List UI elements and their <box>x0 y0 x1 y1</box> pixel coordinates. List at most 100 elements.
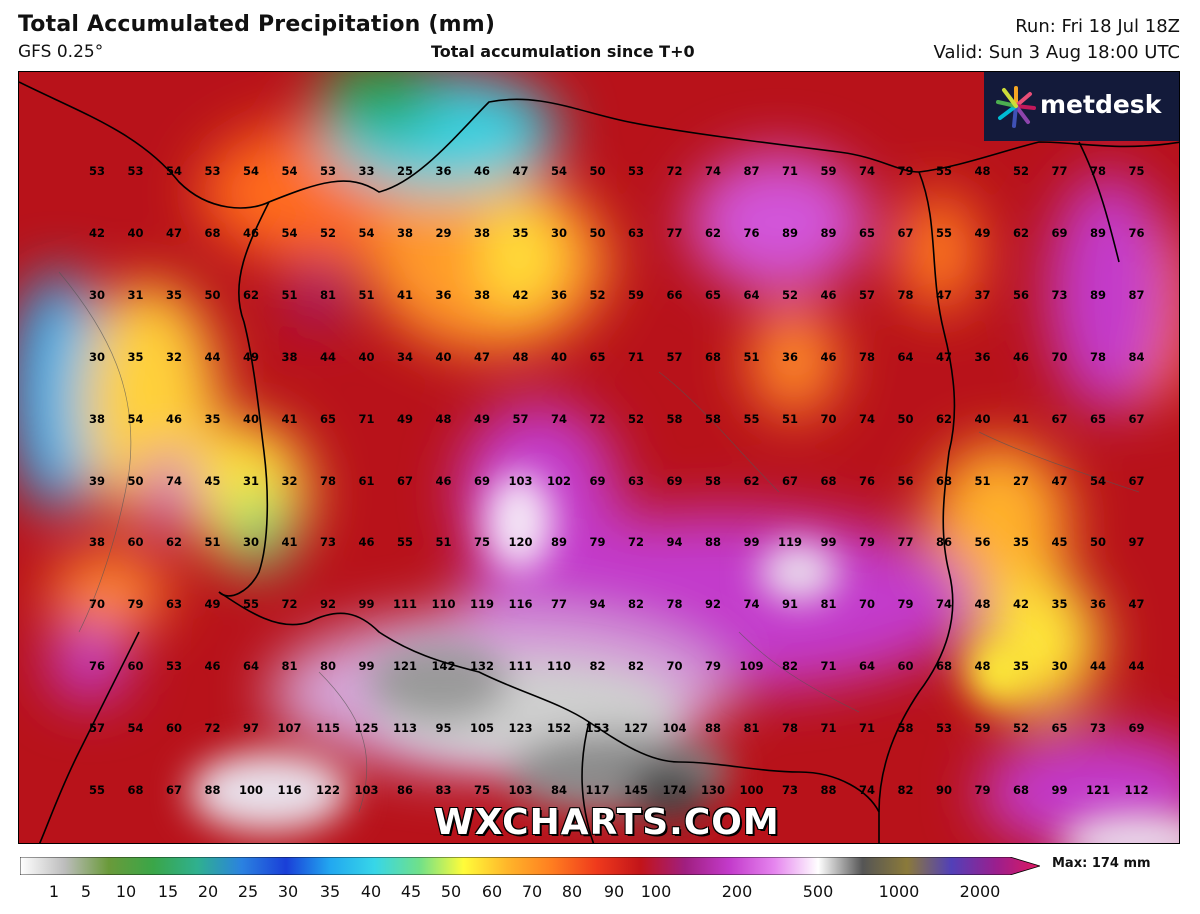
grid-value: 91 <box>781 597 799 612</box>
grid-value: 65 <box>858 225 876 240</box>
grid-value: 99 <box>820 535 837 550</box>
grid-value: 78 <box>858 349 876 364</box>
grid-value: 49 <box>473 411 491 426</box>
grid-value: 58 <box>704 411 722 426</box>
grid-value: 33 <box>358 164 375 178</box>
grid-value: 53 <box>935 721 953 736</box>
grid-value: 79 <box>974 783 991 797</box>
legend-tick-label: 100 <box>640 882 672 901</box>
legend-tick-label: 10 <box>115 882 137 901</box>
grid-value: 53 <box>165 659 183 674</box>
grid-value: 52 <box>1012 164 1030 178</box>
grid-value: 84 <box>550 783 568 797</box>
grid-value: 36 <box>435 164 452 178</box>
grid-value: 54 <box>358 225 375 240</box>
grid-value: 41 <box>281 411 298 426</box>
legend-tick-label: 80 <box>561 882 583 901</box>
grid-value: 42 <box>88 225 106 240</box>
grid-value: 53 <box>204 164 221 178</box>
grid-value: 70 <box>858 597 876 612</box>
grid-value: 78 <box>781 721 799 736</box>
grid-value: 95 <box>435 721 452 736</box>
grid-value: 36 <box>781 349 799 364</box>
grid-value: 47 <box>1128 597 1145 612</box>
grid-value: 35 <box>127 349 144 364</box>
grid-value: 58 <box>897 721 914 736</box>
grid-value: 62 <box>165 535 183 550</box>
legend-tick-label: 20 <box>197 882 219 901</box>
grid-value: 39 <box>88 473 106 488</box>
grid-value: 38 <box>88 411 106 426</box>
grid-value: 72 <box>666 164 683 178</box>
legend-tick-label: 1000 <box>878 882 920 901</box>
grid-value: 65 <box>1089 411 1107 426</box>
grid-value: 45 <box>204 473 221 488</box>
grid-value: 46 <box>242 225 260 240</box>
grid-value: 81 <box>820 597 837 612</box>
grid-value: 75 <box>473 535 491 550</box>
grid-value: 89 <box>781 225 799 240</box>
grid-value: 74 <box>858 411 876 426</box>
grid-value: 97 <box>1128 535 1145 550</box>
grid-value: 77 <box>666 225 683 240</box>
grid-value: 57 <box>666 349 683 364</box>
grid-value: 67 <box>396 473 414 488</box>
chart-subtitle: Total accumulation since T+0 <box>431 42 695 61</box>
grid-value: 41 <box>396 287 414 302</box>
grid-value: 86 <box>396 783 414 797</box>
grid-value: 79 <box>858 535 876 550</box>
grid-value: 121 <box>392 659 418 674</box>
grid-value: 74 <box>935 597 953 612</box>
wxcharts-watermark: WXCHARTS.COM <box>434 802 780 843</box>
grid-value: 40 <box>974 411 991 426</box>
grid-value: 97 <box>242 721 260 736</box>
grid-value: 46 <box>204 659 221 674</box>
grid-value: 64 <box>242 659 260 674</box>
grid-value: 68 <box>204 225 221 240</box>
grid-value: 70 <box>1051 349 1068 364</box>
grid-value: 40 <box>550 349 568 364</box>
grid-value: 56 <box>1012 287 1030 302</box>
grid-value: 67 <box>781 473 799 488</box>
grid-value: 67 <box>1051 411 1068 426</box>
grid-value: 82 <box>627 597 645 612</box>
grid-value: 72 <box>281 597 298 612</box>
grid-value: 116 <box>277 783 302 797</box>
grid-value: 54 <box>127 411 144 426</box>
grid-value: 35 <box>1012 535 1030 550</box>
grid-value: 53 <box>88 164 106 178</box>
grid-value: 44 <box>1128 659 1145 674</box>
precipitation-map: 53 53 54 53 54 54 53 33 25 36 46 47 54 50 53 72 74 87 71 59… <box>18 71 1180 844</box>
grid-value: 84 <box>1128 349 1145 364</box>
grid-value: 115 <box>315 721 341 736</box>
grid-value: 49 <box>242 349 260 364</box>
grid-value: 103 <box>508 473 533 488</box>
grid-value: 74 <box>165 473 183 488</box>
grid-value: 56 <box>897 473 914 488</box>
grid-value: 59 <box>820 164 837 178</box>
metdesk-logo: metdesk <box>984 72 1179 141</box>
grid-value: 63 <box>165 597 183 612</box>
grid-value: 60 <box>897 659 914 674</box>
grid-value: 69 <box>1051 225 1068 240</box>
grid-value: 46 <box>820 287 837 302</box>
legend-tick-label: 60 <box>481 882 503 901</box>
grid-value: 70 <box>820 411 837 426</box>
grid-value: 42 <box>1012 597 1030 612</box>
grid-value: 55 <box>935 225 953 240</box>
grid-value: 54 <box>281 164 298 178</box>
grid-value: 119 <box>469 597 495 612</box>
grid-value: 48 <box>974 659 991 674</box>
grid-value: 71 <box>781 164 799 178</box>
grid-value: 78 <box>319 473 337 488</box>
grid-value: 132 <box>469 659 495 674</box>
grid-value: 65 <box>1051 721 1068 736</box>
grid-value: 46 <box>1012 349 1030 364</box>
grid-value: 111 <box>392 597 418 612</box>
grid-value: 38 <box>473 287 491 302</box>
country-borders <box>19 81 1179 843</box>
grid-value: 77 <box>897 535 914 550</box>
legend-tick-label: 70 <box>521 882 543 901</box>
grid-value: 94 <box>589 597 606 612</box>
grid-value: 81 <box>281 659 298 674</box>
